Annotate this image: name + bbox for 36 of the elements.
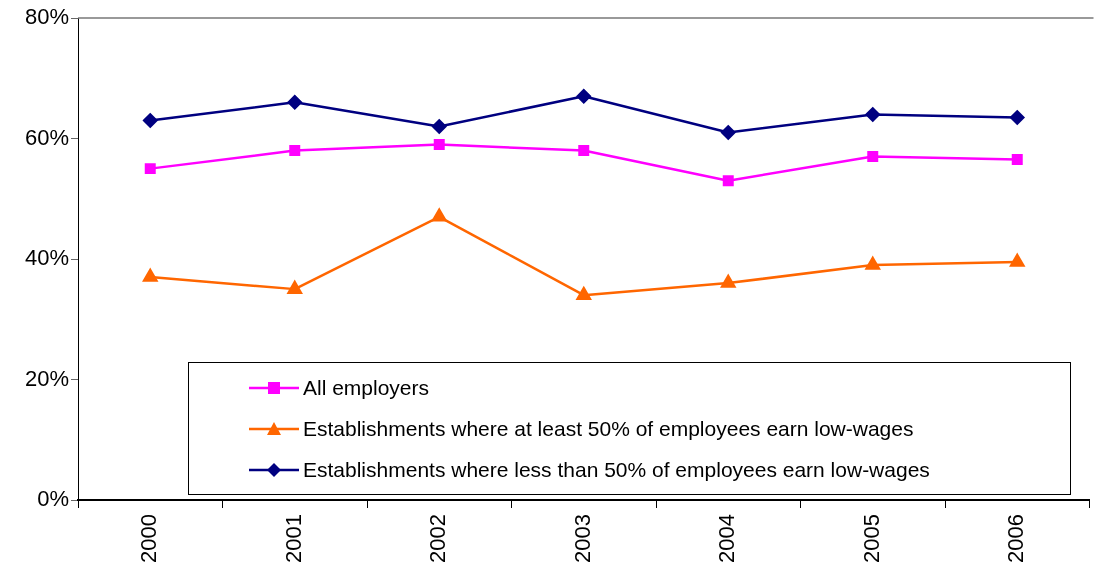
point <box>867 151 879 163</box>
legend-label: All employers <box>303 375 430 400</box>
point <box>1010 110 1025 125</box>
x-tick-label: 2000 <box>136 514 162 563</box>
point <box>1011 154 1023 166</box>
point <box>142 268 158 282</box>
point <box>287 95 302 110</box>
point <box>289 145 301 157</box>
point <box>144 163 156 175</box>
point <box>431 208 447 222</box>
point <box>433 139 445 151</box>
point <box>578 145 590 157</box>
point <box>143 113 158 128</box>
point <box>865 256 881 270</box>
x-tick-label: 2003 <box>569 514 595 563</box>
y-tick-label: 0% <box>37 486 69 512</box>
y-tick-label: 40% <box>24 245 69 271</box>
x-tick-label: 2004 <box>714 514 740 563</box>
point <box>576 89 591 104</box>
point <box>432 119 447 134</box>
y-tick-label: 80% <box>24 4 69 30</box>
x-tick-label: 2002 <box>425 514 451 563</box>
legend-label: Establishments where less than 50% of employees earn low-wages <box>303 457 930 482</box>
legend-label: Establishments where at least 50% of employees earn low-wages <box>303 416 914 441</box>
point <box>576 286 592 300</box>
x-tick-label: 2001 <box>280 514 306 563</box>
y-tick-label: 60% <box>24 124 69 150</box>
point <box>865 107 880 122</box>
point <box>721 125 736 140</box>
point <box>720 274 736 288</box>
x-tick-label: 2006 <box>1003 514 1029 563</box>
y-tick-label: 20% <box>24 365 69 391</box>
point <box>287 280 303 294</box>
point <box>722 175 734 187</box>
point <box>1009 253 1025 267</box>
x-tick-label: 2005 <box>858 514 884 563</box>
